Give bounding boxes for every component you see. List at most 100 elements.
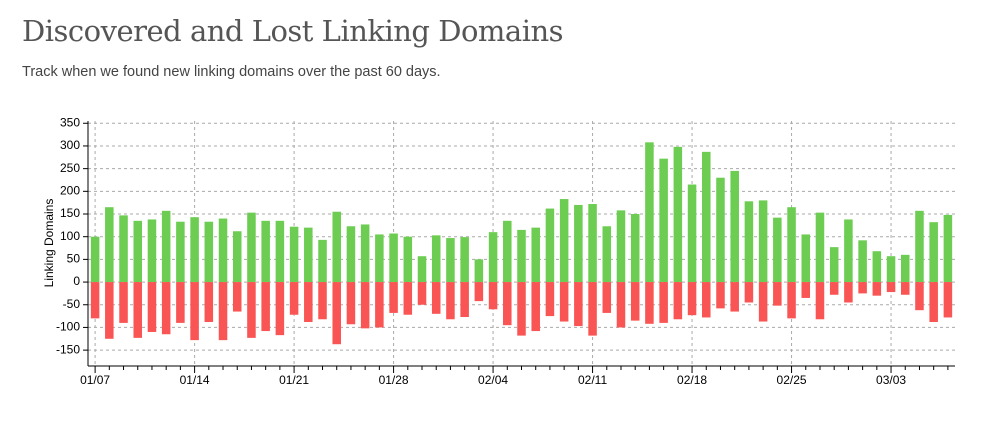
- bar: [275, 282, 285, 336]
- bar: [616, 210, 626, 283]
- bar: [275, 220, 285, 283]
- bar: [332, 211, 341, 283]
- bar: [758, 282, 768, 322]
- bar: [574, 282, 583, 327]
- bar: [630, 282, 640, 321]
- bar: [147, 219, 157, 283]
- bar: [915, 210, 924, 283]
- bar: [417, 256, 427, 283]
- bar: [517, 229, 526, 283]
- bar: [915, 282, 924, 311]
- bar: [630, 214, 640, 283]
- bar: [773, 282, 782, 306]
- bar: [716, 282, 725, 309]
- bar: [346, 226, 356, 283]
- y-tick-label: -50: [63, 297, 81, 311]
- bar: [687, 282, 697, 316]
- title: Discovered and Lost Linking Domains: [22, 14, 564, 48]
- bar: [645, 142, 654, 283]
- bar: [204, 282, 214, 322]
- bar: [431, 235, 441, 283]
- bar: [190, 217, 199, 283]
- y-tick-label: 100: [60, 229, 80, 243]
- bar: [261, 282, 270, 332]
- bar: [687, 184, 697, 283]
- bar: [133, 282, 143, 338]
- x-tick-label: 01/21: [279, 373, 309, 387]
- y-tick-label: 50: [67, 252, 81, 266]
- x-tick-label: 01/14: [180, 373, 210, 387]
- bar: [716, 177, 725, 283]
- bar: [886, 256, 896, 283]
- bar: [815, 212, 825, 283]
- bar: [829, 247, 839, 283]
- bar: [559, 282, 569, 322]
- bar: [488, 282, 498, 310]
- bar: [375, 282, 384, 328]
- bar: [389, 233, 398, 283]
- bar: [161, 282, 171, 335]
- bar: [318, 239, 327, 283]
- y-tick-label: -150: [56, 342, 80, 356]
- bar: [801, 234, 811, 283]
- y-tick-label: 200: [60, 183, 80, 197]
- bar: [105, 207, 114, 283]
- x-tick-label: 03/03: [876, 373, 906, 387]
- bar: [602, 226, 612, 283]
- bar: [218, 282, 228, 341]
- bar: [929, 222, 938, 283]
- bar: [474, 282, 484, 302]
- bar: [190, 282, 199, 341]
- x-tick-label: 02/11: [578, 373, 607, 387]
- bar: [844, 219, 853, 283]
- bar: [858, 282, 867, 294]
- bar: [673, 282, 683, 320]
- x-tick-label: 02/04: [478, 373, 508, 387]
- y-tick-label: -100: [56, 320, 80, 334]
- bar: [105, 282, 114, 339]
- bar: [659, 282, 668, 323]
- bar: [900, 254, 910, 283]
- bar: [659, 158, 668, 283]
- bar: [304, 227, 313, 283]
- bar: [90, 236, 100, 283]
- bar: [503, 282, 512, 326]
- bar: [446, 282, 455, 320]
- bar: [787, 282, 796, 319]
- bar: [232, 231, 242, 283]
- bar: [318, 282, 327, 320]
- bar: [773, 217, 782, 283]
- bar: [176, 282, 185, 323]
- bar: [730, 170, 739, 283]
- bar: [232, 282, 242, 312]
- y-tick-label: 150: [60, 206, 80, 220]
- bar: [289, 282, 299, 315]
- bar: [119, 215, 128, 283]
- bar: [929, 282, 938, 322]
- bar: [360, 224, 370, 283]
- bar: [431, 282, 441, 314]
- y-tick-label: 250: [60, 161, 80, 175]
- bar: [744, 201, 754, 283]
- bar: [559, 199, 569, 283]
- x-tick-label: 01/07: [80, 373, 110, 387]
- bar: [730, 282, 739, 312]
- y-tick-label: 350: [60, 115, 80, 129]
- bar: [332, 282, 341, 345]
- bar: [645, 282, 654, 324]
- bar: [247, 212, 256, 283]
- bar: [787, 207, 796, 283]
- bar: [403, 282, 413, 315]
- bar: [872, 251, 882, 283]
- y-tick-label: 300: [60, 138, 80, 152]
- subtitle: Track when we found new linking domains …: [22, 64, 441, 80]
- bar: [261, 220, 270, 283]
- bar: [446, 238, 455, 283]
- bar: [588, 282, 597, 336]
- bar: [872, 282, 882, 296]
- bar: [900, 282, 910, 295]
- bar: [289, 226, 299, 283]
- bar: [943, 282, 953, 318]
